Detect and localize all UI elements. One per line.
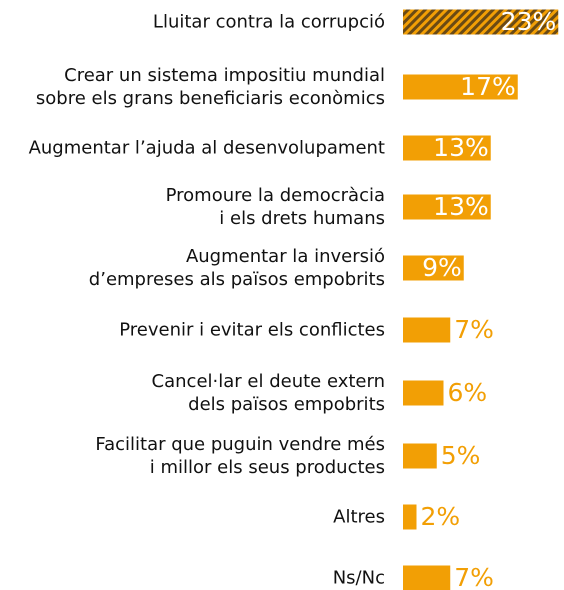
category-label: Cancel·lar el deute extern dels països e…: [151, 371, 385, 415]
value-label: 7%: [454, 563, 494, 590]
category-label: Ns/Nc: [332, 567, 385, 589]
value-label: 17%: [460, 72, 516, 101]
value-label: 7%: [454, 315, 494, 344]
category-label: Crear un sistema impositiu mundial sobre…: [35, 65, 385, 109]
category-label: Altres: [333, 506, 385, 528]
bar: [403, 9, 559, 35]
bar: [403, 317, 451, 343]
value-label: 9%: [422, 253, 462, 282]
bar: [403, 565, 451, 590]
bar: [403, 504, 417, 530]
value-label: 2%: [421, 502, 461, 531]
category-label: Augmentar l’ajuda al desenvolupament: [28, 137, 385, 159]
value-label: 6%: [448, 378, 488, 407]
value-label: 13%: [433, 133, 489, 162]
bar: [403, 443, 437, 469]
category-label: Augmentar la inversió d’empreses als paï…: [88, 246, 385, 290]
bar: [403, 194, 491, 220]
category-label: Facilitar que puguin vendre més i millor…: [95, 434, 385, 478]
bar: [403, 255, 464, 281]
value-label: 13%: [433, 192, 489, 221]
value-label: 23%: [501, 7, 557, 36]
bar: [403, 380, 444, 406]
category-label: Promoure la democràcia i els drets human…: [165, 185, 385, 229]
category-label: Lluitar contra la corrupció: [152, 11, 385, 33]
category-label: Prevenir i evitar els conflictes: [119, 319, 385, 341]
bar: [403, 135, 491, 161]
bar: [403, 74, 518, 100]
value-label: 5%: [441, 441, 481, 470]
